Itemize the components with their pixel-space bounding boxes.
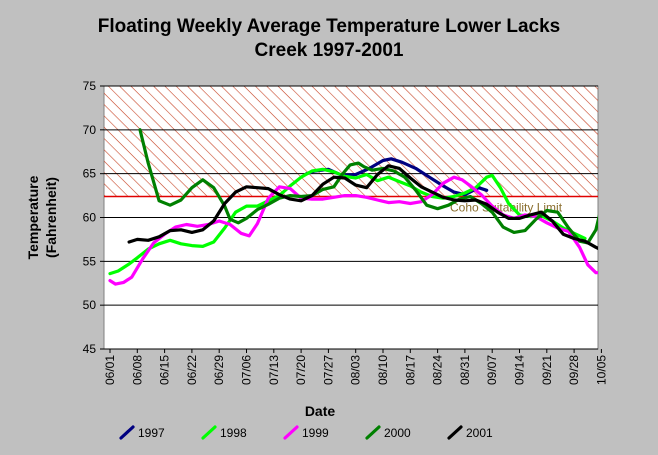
x-tick-label: 07/13 (267, 355, 281, 385)
series-line-1999 (108, 175, 598, 286)
y-tick-label: 70 (83, 123, 97, 137)
suitability-band (104, 86, 598, 197)
y-axis-label-line-1: Temperature (25, 175, 41, 259)
series-line-2001 (127, 164, 598, 251)
legend-label-1997: 1997 (138, 426, 165, 440)
y-tick-label: 50 (83, 298, 97, 312)
series-lines (108, 128, 598, 286)
x-tick-label: 09/21 (540, 355, 554, 385)
legend-swatch-2001 (447, 425, 463, 440)
legend-label-2000: 2000 (384, 426, 411, 440)
x-tick-label: 08/10 (376, 355, 390, 385)
legend-swatch-1997 (119, 425, 135, 440)
legend-swatch-1999 (283, 425, 299, 440)
x-tick-label: 09/28 (567, 355, 581, 385)
legend-swatch-2000 (365, 425, 381, 440)
x-tick-label: 07/20 (294, 355, 308, 385)
y-axis-label: Temperature (Fahrenheit) (25, 175, 59, 259)
x-tick-label: 09/14 (513, 355, 527, 385)
x-axis-label: Date (305, 403, 336, 419)
legend-label-2001: 2001 (466, 426, 493, 440)
chart-title-line-2: Creek 1997-2001 (255, 40, 404, 61)
legend-swatch-1998 (201, 425, 217, 440)
hatched-band-fill (104, 86, 598, 197)
x-tick-label: 09/07 (485, 355, 499, 385)
annotation-label: Coho Suitability Limit (450, 200, 563, 214)
x-tick-label: 06/22 (185, 355, 199, 385)
y-tick-label: 55 (83, 254, 97, 268)
x-tick-label: 06/29 (212, 355, 226, 385)
chart-title-line-1: Floating Weekly Average Temperature Lowe… (98, 16, 561, 37)
y-tick-label: 45 (83, 342, 97, 356)
legend: 1997 1998 1999 2000 2001 (119, 425, 493, 440)
legend-label-1999: 1999 (302, 426, 329, 440)
series-line-2000 (138, 128, 598, 245)
x-tick-label: 07/06 (240, 355, 254, 385)
x-tick-label: 08/03 (349, 355, 363, 385)
x-tick-label: 08/17 (403, 355, 417, 385)
x-tick-labels: 06/01 06/08 06/15 06/22 06/29 07/06 07/13 07/20… (103, 349, 608, 385)
x-tick-label: 08/24 (431, 355, 445, 385)
x-tick-label: 08/31 (458, 355, 472, 385)
y-tick-label: 75 (83, 79, 97, 93)
y-axis-label-line-2: (Fahrenheit) (43, 177, 59, 258)
x-tick-label: 07/27 (321, 355, 335, 385)
legend-label-1998: 1998 (220, 426, 247, 440)
y-tick-labels: 45 50 55 60 65 70 75 (83, 79, 104, 356)
x-tick-label: 06/08 (130, 355, 144, 385)
x-tick-label: 06/15 (158, 355, 172, 385)
y-tick-label: 65 (83, 167, 97, 181)
x-tick-label: 06/01 (103, 355, 117, 385)
x-tick-label: 10/05 (594, 355, 608, 385)
series-line-1998 (108, 167, 587, 276)
y-tick-label: 60 (83, 211, 97, 225)
